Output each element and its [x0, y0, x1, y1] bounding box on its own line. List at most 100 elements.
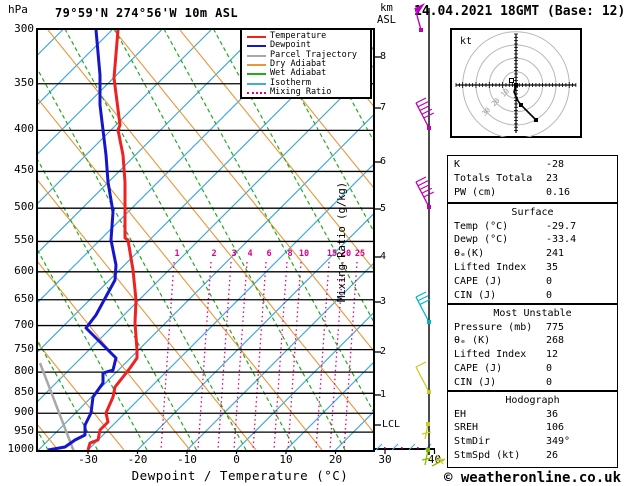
pressure-tick-label: 1000 — [7, 442, 35, 455]
panel-row-label: Dewp (°C) — [454, 234, 509, 246]
bottom-axis-ticks — [87, 450, 436, 454]
temperature-tick-label: 30 — [378, 453, 392, 466]
pressure-tick-label: 600 — [14, 263, 34, 277]
x-axis-title: Dewpoint / Temperature (°C) — [131, 468, 349, 483]
panel-row-label: PW (cm) — [454, 186, 497, 198]
panel-row-label: Lifted Index — [454, 349, 527, 361]
km-tick-label: 8 — [380, 51, 387, 62]
temperature-tick-label: -20 — [127, 453, 148, 466]
panel-row-label: StmSpd (kt) — [454, 449, 521, 461]
indices-panel: Most Unstable Pressure (mb) 775 θₑ (K) 268 Li… — [447, 304, 618, 391]
km-tick-label: 6 — [380, 156, 387, 167]
pressure-tick-label: 400 — [14, 122, 34, 136]
dry-adiabat-lines — [38, 30, 373, 450]
legend-label: Wet Adiabat — [270, 68, 327, 79]
mixing-ratio-value: 6 — [266, 249, 272, 259]
temperature-tick-label: -30 — [78, 453, 98, 466]
pressure-tick-label: 500 — [14, 200, 34, 214]
pressure-tick-label: 850 — [14, 385, 34, 399]
hodograph-ring-label: 30 — [481, 106, 493, 118]
parcel-trajectory-curve — [38, 362, 75, 450]
pressure-tick-label: 650 — [14, 291, 34, 305]
legend-label: Parcel Trajectory — [270, 49, 357, 60]
km-tick-label: 4 — [380, 251, 387, 262]
wet-adiabat-lines — [38, 30, 373, 450]
pressure-tick-label: 750 — [14, 341, 34, 355]
copyright: © weatheronline.co.uk — [444, 470, 622, 486]
km-axis-header: km ASL — [377, 2, 396, 26]
pressure-tick-label: 800 — [14, 364, 34, 378]
panel-row-value: 349° — [546, 436, 571, 448]
panel-row-value: 36 — [546, 408, 559, 420]
pressure-gridlines — [38, 83, 373, 433]
mixing-ratio-value: 3 — [231, 249, 237, 259]
dewpoint-curve — [47, 30, 118, 450]
legend-swatch-dewpoint — [247, 45, 266, 48]
pressure-tick-label: 350 — [14, 75, 34, 89]
panel-row-value: 0 — [546, 289, 553, 301]
panel-row-value: 241 — [546, 248, 565, 260]
pressure-tick-label: 700 — [14, 317, 34, 331]
legend-row: Temperature — [242, 31, 370, 41]
temperature-tick-label: 0 — [233, 453, 240, 466]
panel-row-label: StmDir — [454, 436, 491, 448]
panel-row-value: 775 — [546, 321, 565, 333]
mixing-ratio-value: 2 — [211, 249, 217, 259]
panel-row-label: CIN (J) — [454, 289, 497, 301]
hodograph-ring-label: 10 — [499, 87, 511, 99]
km-tick-label: 3 — [380, 296, 387, 307]
mixing-ratio-axis-title: Mixing Ratio (g/kg) — [336, 181, 348, 302]
panel-row-value: 23 — [546, 172, 559, 184]
mixing-ratio-value: 10 — [298, 249, 310, 259]
indices-panel: K -28 Totals Totala 23 PW (cm) 0.16 — [447, 155, 618, 203]
panel-row-label: Pressure (mb) — [454, 321, 533, 333]
panel-row-value: 35 — [546, 261, 559, 273]
km-tick-label: 2 — [380, 346, 387, 357]
legend-label: Mixing Ratio — [270, 86, 332, 97]
panel-row-value: 0 — [546, 275, 553, 287]
panel-row-label: CAPE (J) — [454, 362, 503, 374]
panel-row-value: 106 — [546, 422, 565, 434]
hodograph-unit-label: kt — [460, 36, 472, 47]
legend-swatch-parcel-trajectory — [247, 54, 266, 57]
pressure-tick-label: 550 — [14, 233, 34, 247]
legend-swatch-mixing-ratio — [247, 91, 266, 94]
panel-row-label: CAPE (J) — [454, 275, 503, 287]
panel-row-value: 26 — [546, 449, 559, 461]
mixing-ratio-value: 8 — [287, 249, 293, 259]
legend-swatch-dry-adiabat — [247, 63, 266, 66]
legend-label: Isotherm — [270, 77, 311, 88]
panel-row-label: Lifted Index — [454, 261, 527, 273]
pressure-tick-label: 900 — [14, 405, 34, 419]
pressure-tick-label: 300 — [14, 22, 34, 35]
mixing-ratio-value: 4 — [247, 249, 253, 259]
panel-row-label: SREH — [454, 422, 479, 434]
panel-row-value: 0 — [546, 362, 553, 374]
km-tick-label: 7 — [380, 102, 387, 113]
mixing-ratio-value: 1 — [174, 249, 180, 259]
datetime-label: 14.04.2021 18GMT (Base: 12) — [414, 4, 626, 19]
station-title: 79°59'N 274°56'W 10m ASL — [55, 6, 238, 20]
temperature-tick-label: 20 — [328, 453, 343, 466]
lcl-label: LCL — [382, 419, 401, 430]
panel-row-value: 268 — [546, 335, 565, 347]
panel-row-value: 12 — [546, 349, 559, 361]
panel-row-value: -28 — [546, 159, 565, 170]
temperature-tick-label: 10 — [279, 453, 293, 466]
indices-panel: Surface Temp (°C) -29.7 Dewp (°C) -33.4 θₑ(K)… — [447, 203, 618, 304]
mixing-ratio-value: 25 — [354, 249, 366, 259]
panel-header: Most Unstable — [493, 308, 572, 319]
panel-row-value: -29.7 — [546, 220, 577, 232]
panel-row-label: θₑ (K) — [454, 335, 491, 347]
legend-swatch-isotherm — [247, 82, 266, 85]
km-axis-header-line2: ASL — [377, 14, 396, 26]
km-axis-header-line1: km — [380, 2, 393, 14]
temperature-tick-label: -10 — [177, 453, 197, 466]
panel-row-value: 0.16 — [546, 186, 571, 198]
wind-barb-rail — [374, 3, 445, 467]
km-tick-label: 1 — [380, 389, 387, 400]
legend-row: Wet Adiabat — [242, 69, 370, 78]
pressure-tick-label: 950 — [14, 424, 34, 438]
